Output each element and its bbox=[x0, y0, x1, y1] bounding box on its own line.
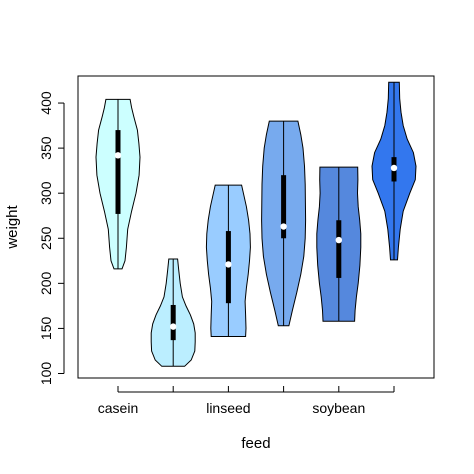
x-axis: casein linseed soybean bbox=[98, 386, 395, 416]
violin-iqr-box bbox=[170, 304, 176, 341]
violin-casein bbox=[95, 98, 141, 270]
violin-iqr-box bbox=[115, 130, 121, 214]
violin-median bbox=[170, 323, 177, 330]
x-tick-label: soybean bbox=[312, 400, 365, 416]
violins-layer bbox=[95, 81, 417, 367]
y-tick-label: 350 bbox=[38, 136, 54, 160]
violin-soybean bbox=[316, 166, 362, 322]
violin-iqr-box bbox=[336, 220, 342, 278]
violin-linseed bbox=[205, 184, 251, 337]
violin-horsebean bbox=[150, 258, 196, 367]
violin-median bbox=[114, 152, 122, 159]
plot-frame bbox=[77, 75, 435, 379]
violin-meatmeal bbox=[261, 120, 307, 327]
violin-sunflower bbox=[371, 81, 417, 261]
violin-iqr-box bbox=[281, 175, 287, 239]
x-tick-label: casein bbox=[98, 400, 138, 416]
y-tick-label: 150 bbox=[38, 317, 54, 341]
violin-median bbox=[225, 261, 232, 268]
y-tick-label: 100 bbox=[38, 362, 54, 386]
y-tick-label: 250 bbox=[38, 226, 54, 250]
x-tick-label: linseed bbox=[206, 400, 250, 416]
y-axis: 100 150 200 250 300 350 400 bbox=[38, 91, 65, 386]
violin-median bbox=[390, 164, 398, 172]
y-tick-label: 300 bbox=[38, 181, 54, 205]
y-tick-label: 200 bbox=[38, 271, 54, 295]
x-axis-title: feed bbox=[241, 435, 270, 452]
y-tick-label: 400 bbox=[38, 91, 54, 115]
violin-median bbox=[280, 223, 287, 230]
y-axis-title: weight bbox=[4, 204, 21, 249]
violin-median bbox=[335, 236, 342, 244]
